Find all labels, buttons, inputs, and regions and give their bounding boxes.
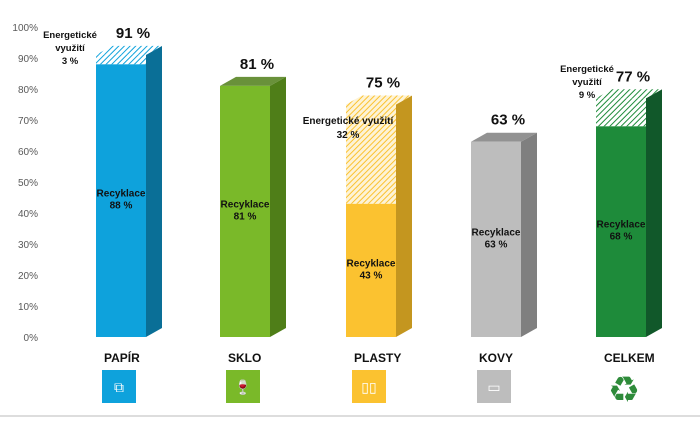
bar-recyklace xyxy=(220,85,270,338)
bar-recyklace xyxy=(346,203,396,337)
recyklace-label: Recyklace 88 % xyxy=(97,189,146,212)
y-tick-label: 50% xyxy=(18,178,38,189)
bar-top xyxy=(346,95,412,105)
y-tick-label: 100% xyxy=(12,23,38,34)
energeticke-label: Energetické využití 32 % xyxy=(303,116,395,141)
total-label: 63 % xyxy=(491,112,525,129)
energeticke-label: Energetické využití 3 % xyxy=(43,30,97,67)
bar-energeticke xyxy=(96,54,146,65)
bar-recyklace xyxy=(596,126,646,337)
bar-side xyxy=(396,95,412,337)
y-tick-label: 30% xyxy=(18,240,38,251)
can-icon xyxy=(477,370,511,403)
bar-side xyxy=(521,132,537,337)
y-tick-label: 40% xyxy=(18,209,38,220)
category-label: PAPÍR xyxy=(104,350,140,365)
bar-top xyxy=(220,76,286,86)
recyklace-label: Recyklace 68 % xyxy=(597,220,646,243)
bar-recyklace xyxy=(471,141,521,337)
bar-top xyxy=(471,132,537,142)
bar-top xyxy=(96,45,162,55)
total-label: 75 % xyxy=(366,75,400,92)
glass-icon xyxy=(226,370,260,403)
recyklace-label: Recyklace 81 % xyxy=(221,199,270,222)
glass-icon-glyph: 🍷 xyxy=(234,379,251,396)
y-tick-label: 10% xyxy=(18,302,38,313)
energeticke-label: Energetické využití 9 % xyxy=(560,64,614,101)
y-tick-label: 70% xyxy=(18,116,38,127)
recyklace-label: Recyklace 63 % xyxy=(472,227,521,250)
box-icon-glyph: ⧉ xyxy=(114,379,124,395)
bar-side xyxy=(146,45,162,338)
y-tick-label: 0% xyxy=(24,333,39,344)
total-label: 91 % xyxy=(116,25,150,42)
bar-side xyxy=(646,89,662,337)
divider xyxy=(0,415,700,417)
total-label: 77 % xyxy=(616,68,650,85)
category-label: KOVY xyxy=(479,351,513,365)
y-tick-label: 80% xyxy=(18,85,38,96)
total-label: 81 % xyxy=(240,56,274,73)
box-icon xyxy=(102,370,136,403)
bar-recyklace xyxy=(96,64,146,337)
bottles-icon-glyph: ▯▯ xyxy=(361,379,376,395)
y-tick-label: 90% xyxy=(18,54,38,65)
recyklace-label: Recyklace 43 % xyxy=(347,258,396,281)
category-label: CELKEM xyxy=(604,351,655,365)
bar-energeticke xyxy=(346,104,396,204)
bar-side xyxy=(270,76,286,338)
can-icon-glyph: ▭ xyxy=(487,379,500,395)
y-tick-label: 60% xyxy=(18,147,38,158)
bar-energeticke xyxy=(596,98,646,127)
category-label: PLASTY xyxy=(354,351,401,365)
bar-top xyxy=(596,89,662,99)
bottles-icon xyxy=(352,370,386,403)
category-label: SKLO xyxy=(228,351,261,365)
y-tick-label: 20% xyxy=(18,271,38,282)
recycle-icon: ♻ xyxy=(608,369,640,410)
